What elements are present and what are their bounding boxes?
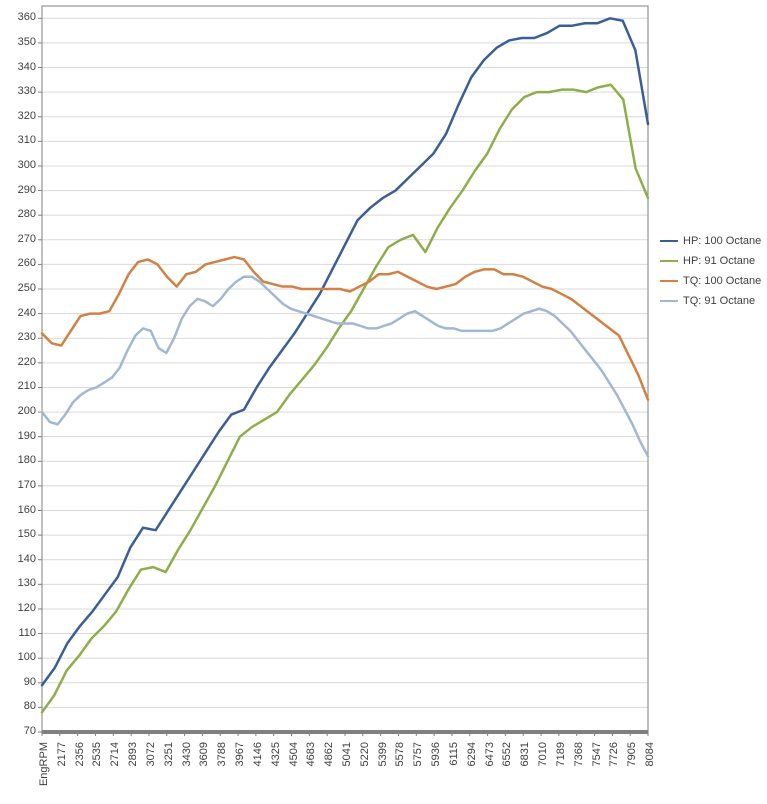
x-tick-label: 7905 xyxy=(626,742,638,766)
y-tick-label: 90 xyxy=(6,676,36,688)
y-tick-label: 320 xyxy=(6,110,36,122)
x-tick-label: 2893 xyxy=(127,742,139,766)
x-tick-label: 3251 xyxy=(163,742,175,766)
x-tick-label: 3430 xyxy=(181,742,193,766)
y-tick-label: 80 xyxy=(6,700,36,712)
y-tick-label: 310 xyxy=(6,134,36,146)
x-tick-label: 7368 xyxy=(573,742,585,766)
y-tick-label: 360 xyxy=(6,11,36,23)
y-tick-label: 270 xyxy=(6,233,36,245)
y-tick-label: 170 xyxy=(6,479,36,491)
legend-swatch xyxy=(660,280,678,282)
legend-label: TQ: 100 Octane xyxy=(683,275,761,287)
y-tick-label: 240 xyxy=(6,307,36,319)
x-tick-label: 5578 xyxy=(394,742,406,766)
legend-item: TQ: 91 Octane xyxy=(660,295,761,307)
x-tick-label: 4683 xyxy=(305,742,317,766)
chart-plot-area xyxy=(0,0,767,804)
y-tick-label: 340 xyxy=(6,61,36,73)
x-tick-label: 3788 xyxy=(216,742,228,766)
y-tick-label: 110 xyxy=(6,627,36,639)
x-tick-label: 5936 xyxy=(430,742,442,766)
x-tick-label: 8084 xyxy=(644,742,656,766)
y-tick-label: 140 xyxy=(6,553,36,565)
x-tick-label: 3967 xyxy=(234,742,246,766)
y-tick-label: 350 xyxy=(6,36,36,48)
x-tick-label: 4862 xyxy=(323,742,335,766)
legend: HP: 100 Octane HP: 91 Octane TQ: 100 Octan… xyxy=(660,235,761,315)
x-tick-label: 6552 xyxy=(501,742,513,766)
dyno-chart: HP: 100 Octane HP: 91 Octane TQ: 100 Octan… xyxy=(0,0,767,804)
y-tick-label: 100 xyxy=(6,651,36,663)
legend-label: TQ: 91 Octane xyxy=(683,295,755,307)
x-tick-label: 6115 xyxy=(448,742,460,766)
y-tick-label: 250 xyxy=(6,282,36,294)
x-tick-label: 7189 xyxy=(555,742,567,766)
legend-label: HP: 100 Octane xyxy=(683,235,761,247)
y-tick-label: 120 xyxy=(6,602,36,614)
x-tick-label: 5041 xyxy=(341,742,353,766)
y-tick-label: 70 xyxy=(6,725,36,737)
legend-swatch xyxy=(660,260,678,262)
x-tick-label: 4146 xyxy=(252,742,264,766)
x-tick-label: 2535 xyxy=(91,742,103,766)
y-tick-label: 330 xyxy=(6,85,36,97)
y-tick-label: 130 xyxy=(6,577,36,589)
x-tick-label: 2356 xyxy=(74,742,86,766)
y-tick-label: 220 xyxy=(6,356,36,368)
y-tick-label: 180 xyxy=(6,454,36,466)
x-tick-label: 5220 xyxy=(359,742,371,766)
y-tick-label: 230 xyxy=(6,331,36,343)
y-tick-label: 200 xyxy=(6,405,36,417)
x-tick-label: 5757 xyxy=(412,742,424,766)
x-tick-label: 3609 xyxy=(198,742,210,766)
legend-item: TQ: 100 Octane xyxy=(660,275,761,287)
y-tick-label: 190 xyxy=(6,430,36,442)
x-tick-label: 6294 xyxy=(466,742,478,766)
y-tick-label: 300 xyxy=(6,159,36,171)
y-tick-label: 280 xyxy=(6,208,36,220)
x-tick-label: 7547 xyxy=(591,742,603,766)
y-tick-label: 150 xyxy=(6,528,36,540)
x-tick-label: 2714 xyxy=(109,742,121,766)
x-tick-label: 3072 xyxy=(145,742,157,766)
x-tick-label: 5399 xyxy=(377,742,389,766)
legend-swatch xyxy=(660,240,678,242)
legend-swatch xyxy=(660,300,678,302)
y-tick-label: 290 xyxy=(6,184,36,196)
x-tick-label: 2177 xyxy=(56,742,68,766)
legend-item: HP: 91 Octane xyxy=(660,255,761,267)
x-tick-label: 4504 xyxy=(288,742,300,766)
x-tick-label: 6473 xyxy=(484,742,496,766)
x-tick-label: 4325 xyxy=(270,742,282,766)
legend-label: HP: 91 Octane xyxy=(683,255,755,267)
y-tick-label: 260 xyxy=(6,257,36,269)
x-tick-label: 7726 xyxy=(608,742,620,766)
x-tick-label: 6831 xyxy=(519,742,531,766)
legend-item: HP: 100 Octane xyxy=(660,235,761,247)
y-tick-label: 160 xyxy=(6,504,36,516)
x-tick-label: EngRPM xyxy=(38,742,50,786)
x-tick-label: 7010 xyxy=(537,742,549,766)
y-tick-label: 210 xyxy=(6,380,36,392)
